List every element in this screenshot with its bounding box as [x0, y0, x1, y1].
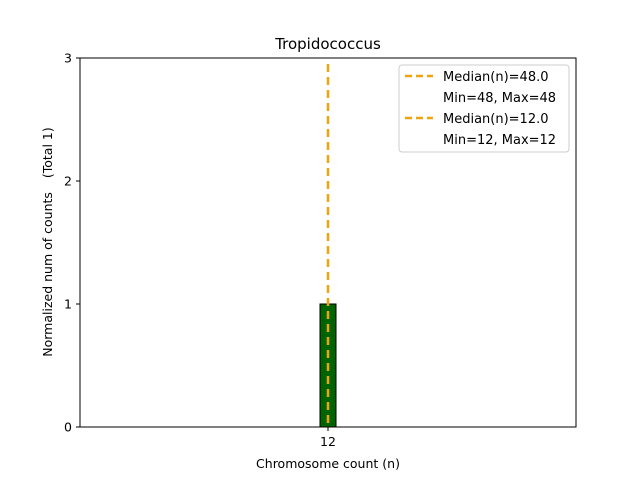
legend-entry-1-sub: Min=48, Max=48 [443, 91, 556, 106]
y-axis-label: Normalized num of counts (Total 1) [40, 127, 55, 357]
y-axis-label-main: Normalized num of counts [40, 192, 55, 357]
x-axis-label: Chromosome count (n) [256, 456, 400, 471]
chart-title: Tropidococcus [274, 35, 381, 53]
plot-frame [79, 57, 577, 428]
y-tick-label-1: 1 [64, 297, 72, 312]
legend-box [398, 64, 570, 153]
legend-entry-1: Median(n)=48.0 [443, 70, 549, 85]
y-tick-label-2: 2 [64, 174, 72, 189]
y-axis-label-note: (Total 1) [40, 127, 55, 178]
y-tick-label-3: 3 [64, 51, 72, 66]
y-tick-label-0: 0 [64, 420, 72, 435]
legend: Median(n)=48.0 Min=48, Max=48 Median(n)=… [398, 64, 570, 153]
legend-entry-2-sub: Min=12, Max=12 [443, 133, 556, 148]
legend-entry-2: Median(n)=12.0 [443, 112, 549, 127]
x-tick-label-0: 12 [320, 434, 336, 449]
